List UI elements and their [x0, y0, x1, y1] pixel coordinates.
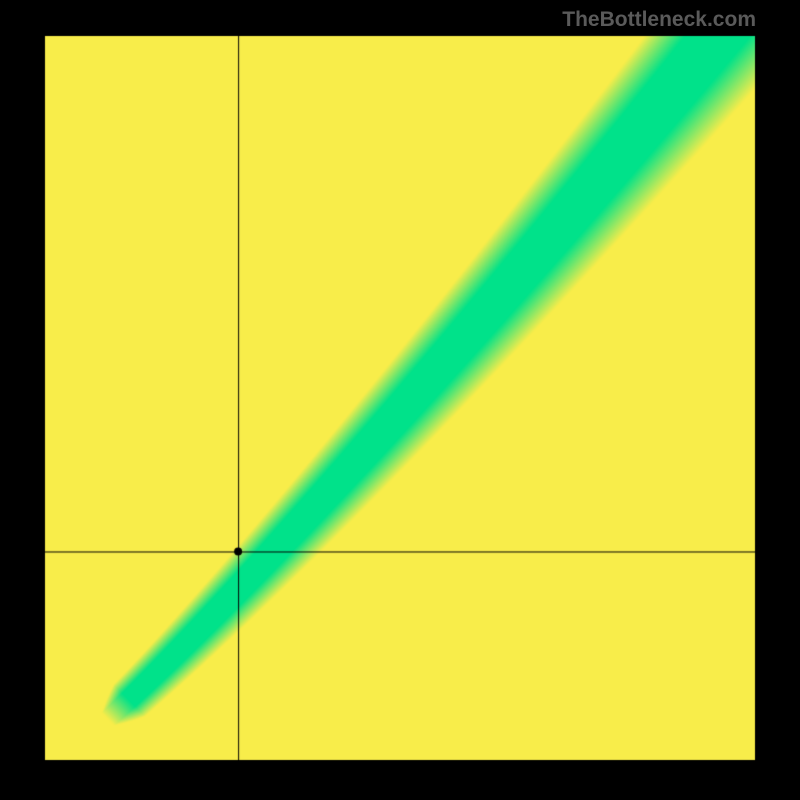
bottleneck-heatmap	[0, 0, 800, 800]
watermark-text: TheBottleneck.com	[562, 8, 756, 32]
